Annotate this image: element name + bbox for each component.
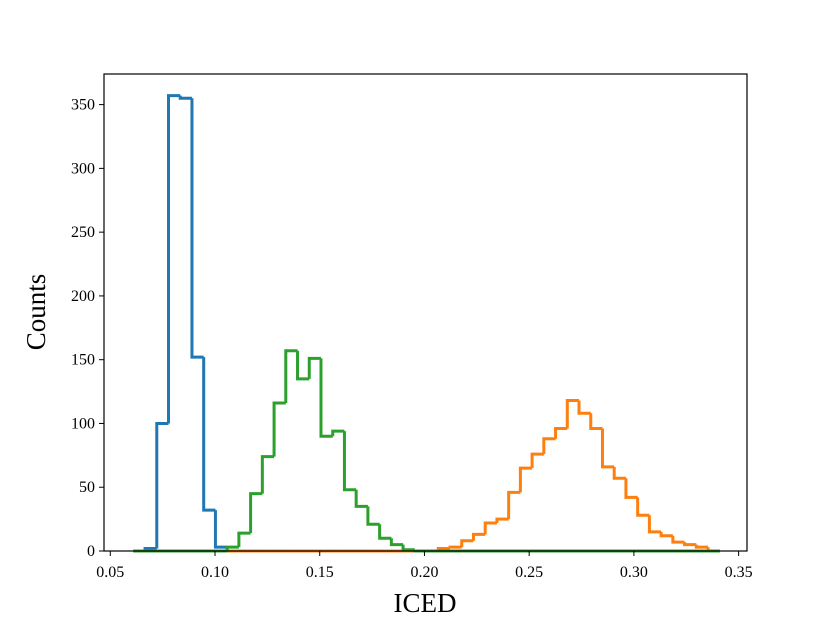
y-tick-label: 250 [71,224,95,241]
histogram-step [307,356,321,379]
histogram-step [237,531,251,548]
x-tick-label: 0.30 [620,564,648,581]
histogram-step [284,349,298,404]
histogram-step [495,517,509,523]
x-tick-label: 0.20 [410,564,438,581]
x-tick-label: 0.15 [306,564,334,581]
histogram-step [366,506,380,526]
histogram-step [401,544,415,552]
y-tick-label: 200 [71,288,95,305]
histogram-step [647,515,662,534]
histogram-step [589,413,603,431]
histogram-step [190,98,204,359]
histogram-step [354,489,368,508]
histogram-step [542,437,556,455]
histogram-step [624,478,638,499]
histogram-step [460,539,474,548]
histogram-step [577,400,591,415]
y-axis-label: Counts [21,274,51,351]
histogram-step [565,399,580,429]
x-axis-label: ICED [394,588,457,618]
histogram-step [448,545,462,549]
histogram-step [213,510,228,549]
x-tick-label: 0.35 [725,564,753,581]
x-tick-label: 0.25 [515,564,543,581]
histogram-step [296,350,310,381]
histogram-step [225,545,239,551]
histogram-step [202,357,216,512]
histogram-step [378,524,392,540]
histogram-step [518,466,533,493]
y-tick-label: 50 [79,479,95,496]
y-tick-label: 0 [87,543,95,560]
histogram-step [471,532,486,541]
histogram-step [671,535,685,544]
histogram-step [319,358,333,438]
histogram-step [331,429,345,437]
histogram-step [389,538,404,547]
histogram-step [507,490,521,520]
y-tick-label: 100 [71,415,95,432]
histogram-step [600,428,615,469]
y-tick-label: 300 [71,160,95,177]
histogram-step [636,497,650,517]
y-tick-label: 350 [71,97,95,114]
histogram-step [530,452,544,469]
histogram-step [272,401,286,457]
histogram-step [249,492,263,534]
histogram-step [483,521,497,535]
plot-frame [103,73,748,552]
x-tick-label: 0.05 [96,564,124,581]
histogram-step [178,95,192,100]
histogram-step [694,544,709,549]
x-tick-label: 0.10 [201,564,229,581]
histogram-step [167,94,181,424]
y-tick-label: 150 [71,352,95,369]
histogram-step [342,431,357,492]
histogram-step [155,421,169,549]
histogram-step [612,466,626,480]
histogram-step [554,427,568,439]
histogram-step [683,542,697,547]
histogram-step [260,455,275,494]
histogram-step [659,531,673,538]
